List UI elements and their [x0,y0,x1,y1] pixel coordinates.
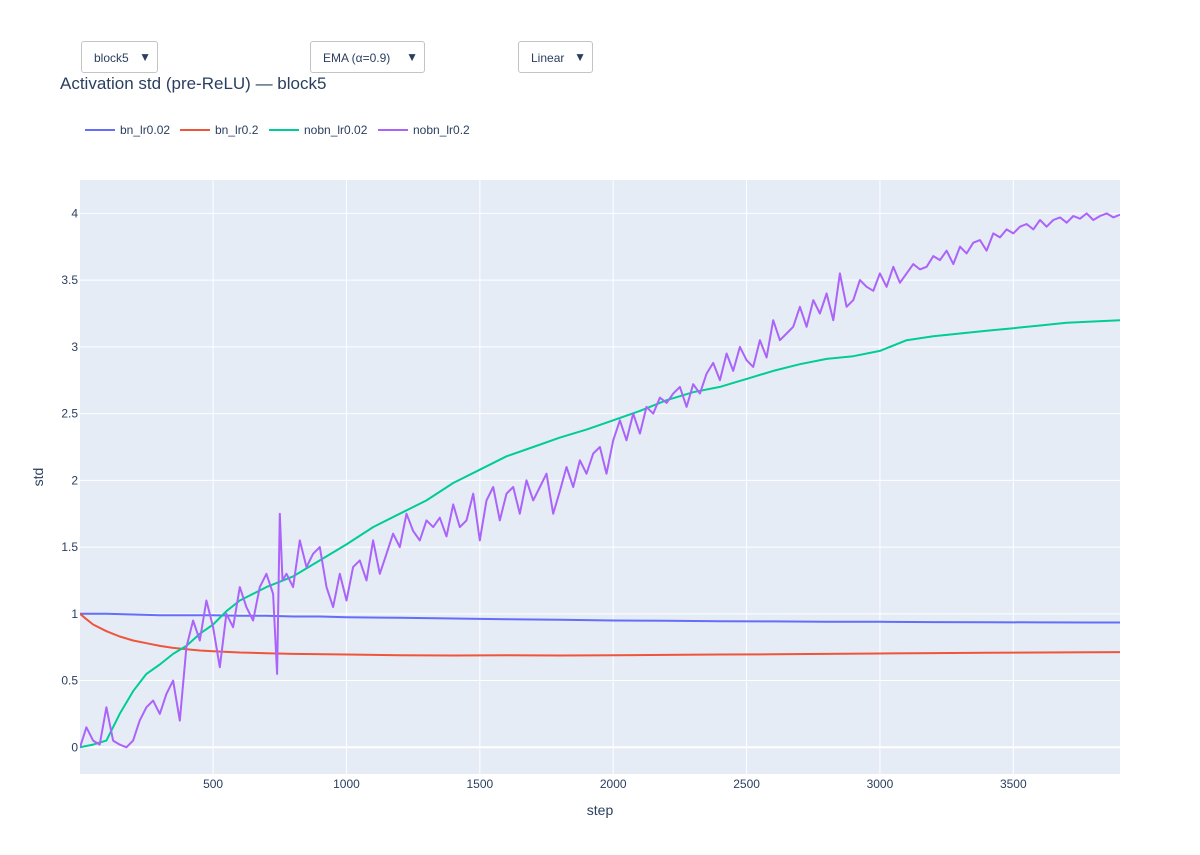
series-line-nobn_lr0.02[interactable] [80,319,1120,749]
y-tick-label: 1.5 [61,540,78,554]
y-tick-label: 4 [71,206,78,220]
scale-select-dropdown[interactable]: Linear ▼ [518,41,593,73]
series-line-bn_lr0.02[interactable] [80,612,1120,624]
legend: bn_lr0.02 bn_lr0.2 nobn_lr0.02 nobn_lr0.2 [85,123,470,137]
legend-label: nobn_lr0.02 [304,123,368,137]
legend-item[interactable]: nobn_lr0.2 [378,123,470,137]
chevron-down-icon: ▼ [406,50,418,64]
y-tick-label: 3.5 [61,273,78,287]
smoothing-select-value: EMA (α=0.9) [323,51,391,65]
x-tick-label: 3500 [1000,777,1027,791]
x-tick-label: 3000 [867,777,894,791]
chevron-down-icon: ▼ [139,50,151,64]
axis-ticks: 500 1000 1500 2000 2500 3000 3500 0 0.5 1 1.5 2 2.5 3… [61,206,1027,791]
y-tick-label: 2.5 [61,407,78,421]
plot-area[interactable] [80,180,1120,774]
legend-item[interactable]: bn_lr0.02 [85,123,170,137]
y-tick-label: 2 [71,473,78,487]
y-tick-label: 0 [71,740,78,754]
series-line-nobn_lr0.2[interactable] [80,212,1120,749]
legend-item[interactable]: nobn_lr0.02 [269,123,368,137]
legend-label: bn_lr0.02 [120,123,170,137]
x-tick-label: 2500 [733,777,760,791]
y-axis-title: std [30,468,46,487]
legend-label: bn_lr0.2 [215,123,259,137]
smoothing-select-dropdown[interactable]: EMA (α=0.9) ▼ [310,41,425,73]
x-tick-label: 1000 [333,777,360,791]
x-tick-label: 500 [203,777,223,791]
block-select-value: block5 [94,51,129,65]
y-tick-label: 1 [71,607,78,621]
series-lines [80,212,1120,749]
x-axis-title: step [587,802,614,818]
series-line-bn_lr0.2[interactable] [80,613,1120,657]
x-tick-label: 2000 [600,777,627,791]
chart-title: Activation std (pre-ReLU) — block5 [60,74,327,93]
legend-item[interactable]: bn_lr0.2 [180,123,259,137]
x-tick-label: 1500 [466,777,493,791]
chevron-down-icon: ▼ [574,50,586,64]
y-tick-label: 3 [71,340,78,354]
y-tick-label: 0.5 [61,674,78,688]
scale-select-value: Linear [531,51,565,65]
grid [80,180,1120,774]
block-select-dropdown[interactable]: block5 ▼ [81,41,158,73]
legend-label: nobn_lr0.2 [413,123,470,137]
